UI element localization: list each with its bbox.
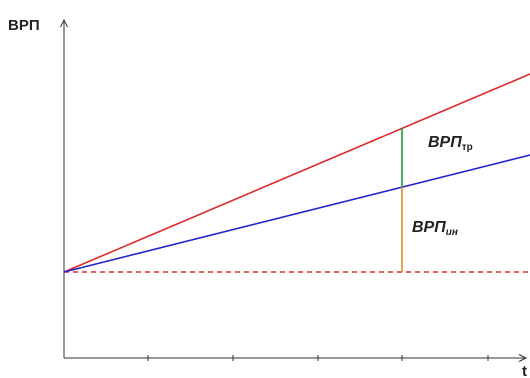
x-axis-arrow-icon	[518, 354, 528, 362]
blue-growth-line	[63, 154, 530, 273]
upper-gap-label: ВРПтр	[428, 134, 473, 153]
y-axis-label: ВРП	[8, 17, 40, 34]
y-axis-arrow-icon	[60, 18, 68, 28]
upper-gap-label-main: ВРП	[428, 134, 462, 151]
red-growth-line	[63, 73, 530, 273]
lower-gap-label: ВРПин	[412, 219, 458, 238]
lower-gap-label-main: ВРП	[412, 219, 446, 236]
upper-gap-label-sub: тр	[462, 142, 473, 153]
x-axis-label: t	[522, 363, 527, 378]
lower-gap-label-sub: ин	[446, 227, 458, 238]
